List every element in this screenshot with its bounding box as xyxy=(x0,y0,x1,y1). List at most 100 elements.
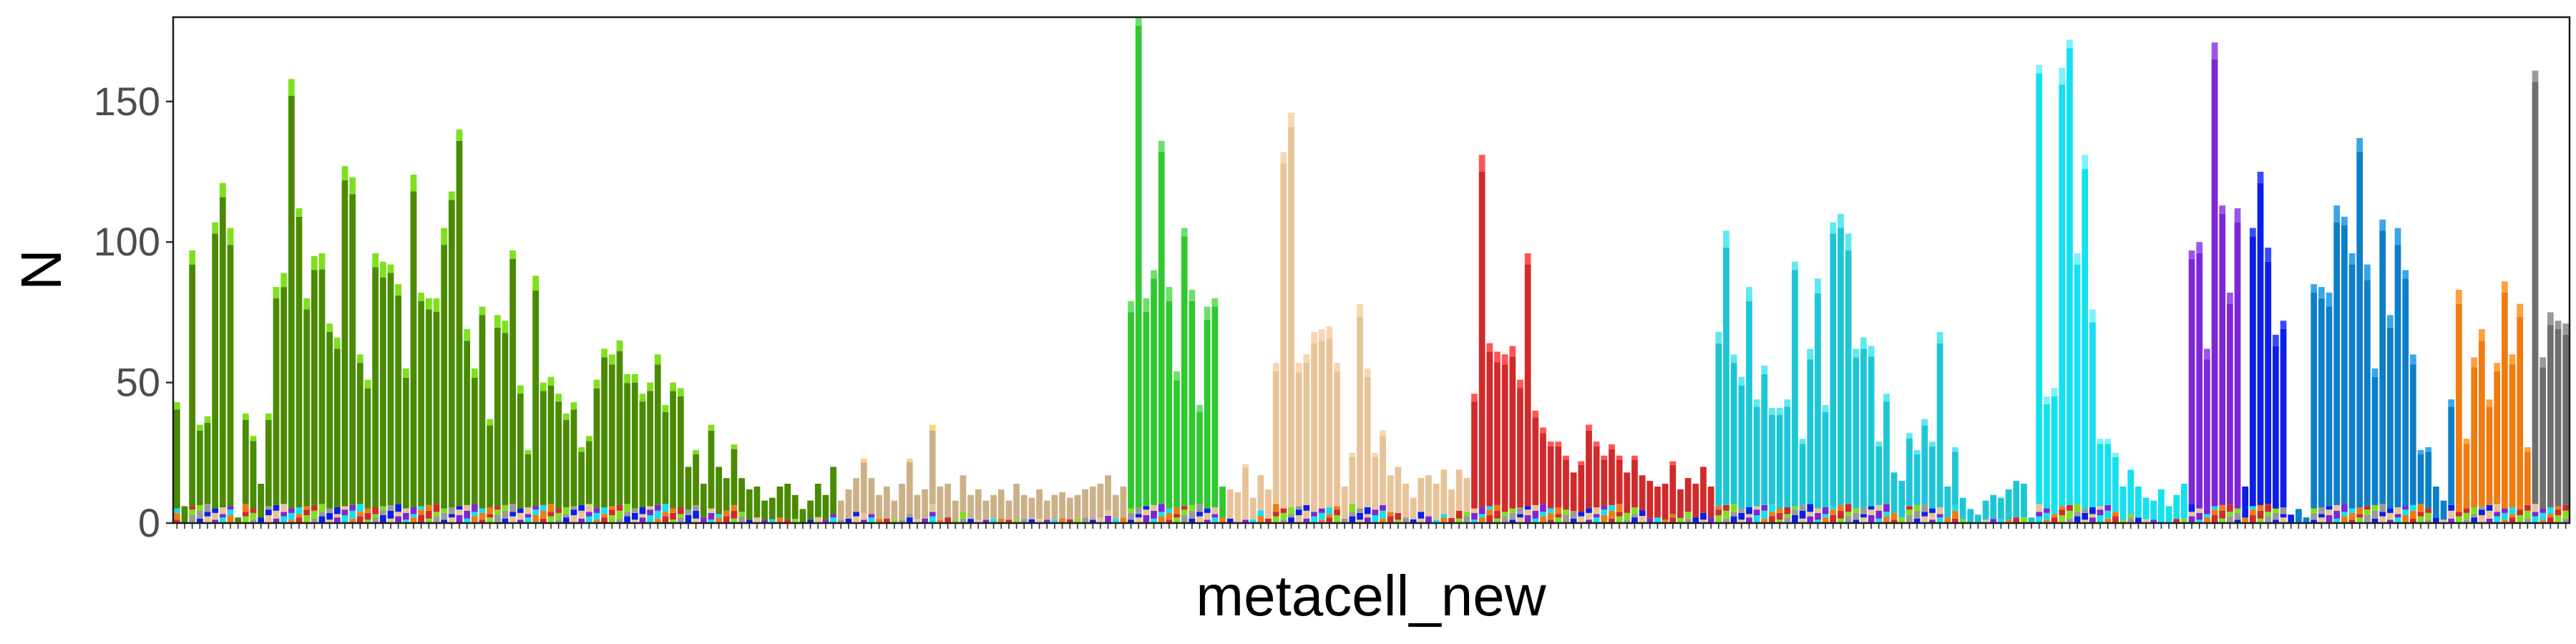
bar-segment-main xyxy=(716,467,722,514)
bar-segment xyxy=(761,519,768,523)
bar xyxy=(1494,351,1501,523)
bar-segment xyxy=(265,509,272,516)
bar xyxy=(1761,366,1768,523)
bar-segment xyxy=(1883,504,1890,512)
bar-segment xyxy=(1929,519,1936,523)
bar xyxy=(1906,433,1913,523)
bar xyxy=(1425,475,1432,523)
bar-segment-main xyxy=(502,333,509,505)
bar-segment-main xyxy=(2089,322,2096,507)
bar xyxy=(2341,216,2348,523)
bar-segment-main xyxy=(1097,484,1104,518)
bar-segment xyxy=(311,504,318,511)
bar-segment-top xyxy=(693,449,699,455)
y-tick-label: 50 xyxy=(116,360,160,405)
bar-segment xyxy=(212,519,219,523)
bar xyxy=(2532,70,2539,523)
bar-segment xyxy=(433,516,440,523)
bar xyxy=(2509,354,2516,523)
bar-segment-top xyxy=(2555,321,2562,329)
bar-segment xyxy=(173,519,180,523)
bar-segment-main xyxy=(746,489,753,520)
bar xyxy=(540,382,547,523)
bar-segment xyxy=(1341,518,1348,523)
bar-segment xyxy=(1272,516,1279,523)
bar-segment xyxy=(273,504,280,511)
bar-segment-main xyxy=(791,494,799,519)
bar-segment-top xyxy=(2036,64,2043,74)
bar-segment xyxy=(1105,510,1111,516)
bar xyxy=(1051,494,1058,523)
bar-segment xyxy=(2341,512,2348,517)
bar-segment-top xyxy=(219,182,226,197)
bar-segment-main xyxy=(860,462,867,513)
bar-segment xyxy=(2227,516,2233,523)
bar-segment xyxy=(1097,517,1104,523)
bar-segment-main xyxy=(2555,328,2562,507)
bar xyxy=(1776,407,1783,523)
bar-segment xyxy=(2318,517,2325,523)
bar-segment xyxy=(1707,517,1714,523)
bar xyxy=(1112,494,1119,523)
bar-segment xyxy=(2555,506,2562,510)
bar xyxy=(1174,371,1180,523)
bar xyxy=(1272,363,1279,523)
bar-segment xyxy=(555,508,562,513)
bar-segment-top xyxy=(2471,357,2478,368)
bar-segment xyxy=(2440,519,2447,523)
bar-segment-top xyxy=(1838,213,1844,228)
bar-segment-main xyxy=(2394,245,2401,507)
bar-segment-main xyxy=(2409,364,2416,505)
bar-segment-main xyxy=(2067,48,2073,505)
bar xyxy=(1868,346,1875,523)
bar-segment xyxy=(1746,507,1752,514)
bar-segment-main xyxy=(1601,459,1608,507)
bar-segment-top xyxy=(2059,67,2066,85)
bar-segment xyxy=(868,517,875,523)
bar xyxy=(2211,42,2218,523)
bar-segment-main xyxy=(1234,492,1241,519)
bar-segment-top xyxy=(2363,264,2371,280)
bar-segment xyxy=(1326,507,1333,514)
bar-segment xyxy=(219,517,226,523)
bar xyxy=(433,298,440,523)
bar-segment xyxy=(1455,510,1463,519)
bar xyxy=(906,458,913,523)
bar-segment xyxy=(2173,519,2180,523)
bar-segment-main xyxy=(395,295,402,504)
bar-segment xyxy=(1211,514,1219,518)
bar-segment xyxy=(2219,504,2226,511)
bar-segment xyxy=(2471,517,2478,523)
bar-segment xyxy=(1684,512,1692,519)
bar-segment xyxy=(1028,519,1035,523)
bar-segment xyxy=(1181,509,1188,516)
bar-segment xyxy=(1944,517,1951,523)
bar-segment-top xyxy=(570,402,577,410)
bar-segment xyxy=(2341,516,2348,523)
bar-segment xyxy=(1860,507,1867,514)
bar-segment xyxy=(670,519,676,523)
bar-segment xyxy=(1128,519,1134,523)
bar-segment-main xyxy=(441,245,448,509)
bar-segment xyxy=(1524,515,1531,523)
bar-segment xyxy=(425,518,432,523)
bar-segment-main xyxy=(517,394,524,509)
bar-segment-main xyxy=(265,420,272,507)
bar-segment-top xyxy=(647,382,653,391)
bar-segment xyxy=(1494,518,1501,523)
bar-segment xyxy=(204,516,211,523)
bar-segment xyxy=(1204,512,1211,520)
bar-segment xyxy=(1509,512,1516,520)
bar-segment-main xyxy=(1120,486,1127,518)
bar-segment xyxy=(2540,512,2547,520)
bar-segment xyxy=(2363,509,2371,516)
bar-segment xyxy=(647,506,653,510)
bar xyxy=(1242,464,1249,523)
bar-segment xyxy=(1242,519,1249,523)
bar-segment xyxy=(2356,507,2363,514)
bar-segment xyxy=(624,504,630,512)
bar xyxy=(2242,486,2249,523)
bar-segment-main xyxy=(2547,325,2554,507)
bar-segment xyxy=(387,504,394,511)
bar-segment xyxy=(2188,516,2195,523)
